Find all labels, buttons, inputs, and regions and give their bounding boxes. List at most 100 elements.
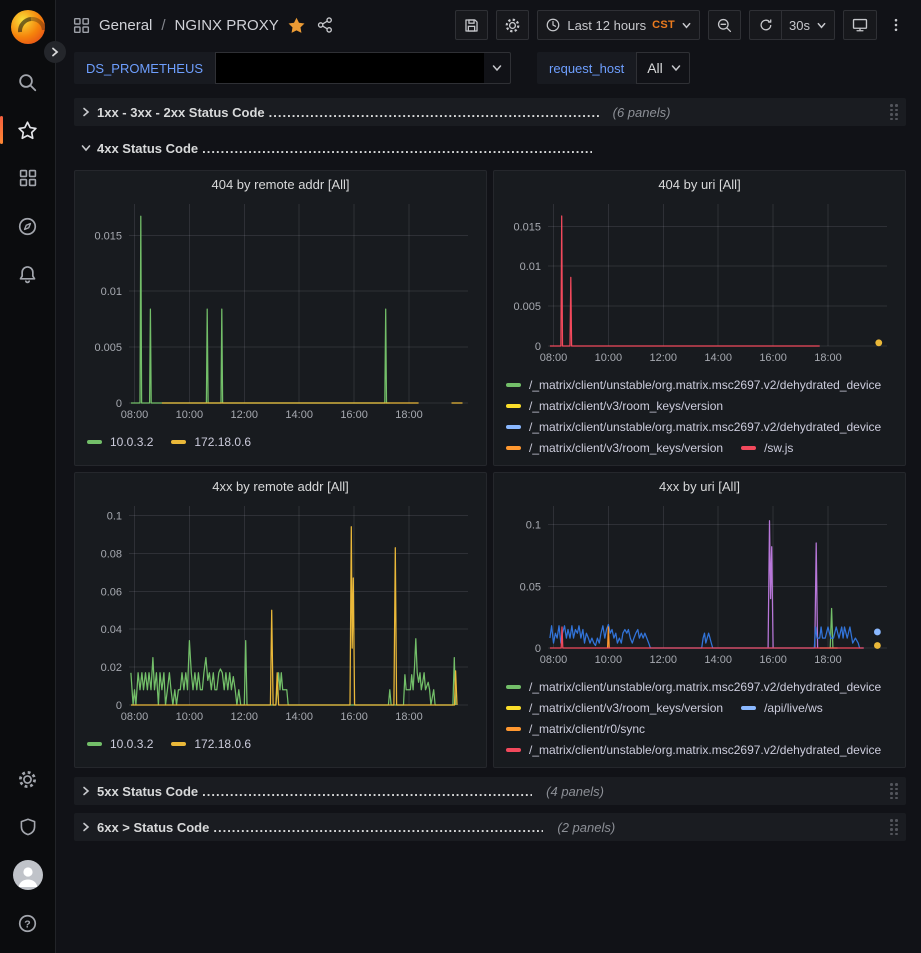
- chevron-down-icon: [491, 62, 503, 74]
- refresh-button[interactable]: [749, 10, 781, 40]
- row-6xx[interactable]: 6xx > Status Code ......................…: [74, 813, 906, 841]
- legend-item[interactable]: /_matrix/client/unstable/org.matrix.msc2…: [506, 739, 881, 760]
- breadcrumb-separator: /: [161, 17, 165, 34]
- legend-label: 10.0.3.2: [110, 737, 153, 751]
- legend-item[interactable]: /_matrix/client/v3/room_keys/version: [506, 437, 723, 458]
- sidebar-item-alerting[interactable]: [0, 250, 56, 298]
- dashboard-body: 1xx - 3xx - 2xx Status Code ............…: [56, 92, 921, 953]
- row-dots: ........................................…: [202, 784, 532, 799]
- legend-label: /_matrix/client/unstable/org.matrix.msc2…: [529, 680, 881, 694]
- svg-text:14:00: 14:00: [285, 409, 313, 421]
- sidebar-item-explore[interactable]: [0, 202, 56, 250]
- variable-datasource-label[interactable]: DS_PROMETHEUS: [74, 52, 215, 84]
- svg-text:?: ?: [24, 918, 30, 930]
- panel-title[interactable]: 4xx by uri [All]: [494, 473, 905, 500]
- legend-item[interactable]: /_matrix/client/unstable/org.matrix.msc2…: [506, 676, 881, 697]
- sidebar: ?: [0, 0, 56, 953]
- legend-item[interactable]: /_matrix/client/v3/room_keys/version: [506, 395, 723, 416]
- row-drag-handle[interactable]: [890, 783, 898, 799]
- legend-item[interactable]: 10.0.3.2: [87, 733, 153, 754]
- svg-text:16:00: 16:00: [759, 654, 787, 666]
- legend-label: /sw.js: [764, 441, 793, 455]
- legend-swatch: [171, 440, 186, 444]
- breadcrumb-section[interactable]: General: [99, 17, 152, 34]
- legend-item[interactable]: 10.0.3.2: [87, 431, 153, 452]
- chevron-down-icon: [670, 62, 682, 74]
- legend-item[interactable]: 172.18.0.6: [171, 733, 251, 754]
- sidebar-item-profile[interactable]: [0, 851, 56, 899]
- sidebar-item-search[interactable]: [0, 58, 56, 106]
- legend-swatch: [506, 383, 521, 387]
- svg-text:16:00: 16:00: [340, 711, 368, 723]
- legend-item[interactable]: /_matrix/client/v3/room_keys/version: [506, 697, 723, 718]
- sidebar-expand-button[interactable]: [44, 41, 66, 63]
- legend-label: /api/live/ws: [764, 701, 823, 715]
- svg-text:0.06: 0.06: [101, 586, 122, 598]
- legend-item[interactable]: /_matrix/client/r0/sync: [506, 718, 645, 739]
- more-options-button[interactable]: [885, 10, 907, 40]
- dashboard-settings-button[interactable]: [496, 10, 529, 40]
- row-title: 5xx Status Code: [97, 784, 198, 799]
- svg-text:0: 0: [116, 398, 122, 410]
- grafana-logo[interactable]: [11, 10, 45, 44]
- legend-item[interactable]: /_matrix/client/unstable/org.matrix.msc2…: [506, 416, 881, 437]
- row-4xx[interactable]: 4xx Status Code ........................…: [74, 134, 906, 162]
- timeseries-chart[interactable]: 08:0010:0012:0014:0016:0018:0000.0050.01…: [502, 198, 899, 371]
- svg-text:10:00: 10:00: [176, 409, 204, 421]
- panel-title[interactable]: 404 by remote addr [All]: [75, 171, 486, 198]
- timeseries-chart[interactable]: 08:0010:0012:0014:0016:0018:0000.050.1: [502, 500, 899, 673]
- panel-legend: 10.0.3.2 172.18.0.6: [87, 733, 476, 764]
- variable-datasource-select[interactable]: [215, 52, 511, 84]
- timeseries-chart[interactable]: 08:0010:0012:0014:0016:0018:0000.020.040…: [83, 500, 480, 730]
- clock-icon: [545, 17, 561, 33]
- svg-text:14:00: 14:00: [704, 352, 732, 364]
- time-range-picker[interactable]: Last 12 hours CST: [537, 10, 700, 40]
- timezone-label: CST: [652, 19, 675, 31]
- save-dashboard-button[interactable]: [455, 10, 488, 40]
- row-5xx[interactable]: 5xx Status Code ........................…: [74, 777, 906, 805]
- legend-label: 10.0.3.2: [110, 435, 153, 449]
- row-drag-handle[interactable]: [890, 104, 898, 120]
- svg-text:0.015: 0.015: [513, 221, 541, 233]
- sidebar-item-server-admin[interactable]: [0, 803, 56, 851]
- sidebar-item-dashboards[interactable]: [0, 154, 56, 202]
- row-panel-count: (2 panels): [557, 820, 615, 835]
- legend-label: 172.18.0.6: [194, 737, 251, 751]
- svg-text:16:00: 16:00: [759, 352, 787, 364]
- row-1xx-3xx-2xx[interactable]: 1xx - 3xx - 2xx Status Code ............…: [74, 98, 906, 126]
- legend-item[interactable]: /sw.js: [741, 437, 793, 458]
- row-title: 1xx - 3xx - 2xx Status Code: [97, 105, 265, 120]
- panel-legend: /_matrix/client/unstable/org.matrix.msc2…: [506, 676, 895, 764]
- panel-title[interactable]: 4xx by remote addr [All]: [75, 473, 486, 500]
- variable-request-host-label[interactable]: request_host: [537, 52, 636, 84]
- row-drag-handle[interactable]: [890, 819, 898, 835]
- chevron-down-icon: [681, 20, 692, 31]
- shield-icon: [18, 817, 38, 837]
- refresh-interval-button[interactable]: 30s: [781, 10, 835, 40]
- zoom-out-button[interactable]: [708, 10, 741, 40]
- legend-swatch: [741, 706, 756, 710]
- svg-text:12:00: 12:00: [231, 409, 259, 421]
- chevron-down-icon: [79, 141, 93, 155]
- legend-item[interactable]: /_matrix/client/unstable/org.matrix.msc2…: [506, 374, 881, 395]
- legend-swatch: [741, 446, 756, 450]
- share-icon[interactable]: [316, 16, 334, 34]
- timeseries-chart[interactable]: 08:0010:0012:0014:0016:0018:0000.0050.01…: [83, 198, 480, 428]
- svg-text:0: 0: [535, 643, 541, 655]
- legend-item[interactable]: 172.18.0.6: [171, 431, 251, 452]
- svg-text:0.04: 0.04: [101, 624, 122, 636]
- svg-text:0.08: 0.08: [101, 548, 122, 560]
- legend-item[interactable]: /api/live/ws: [741, 697, 823, 718]
- variable-request-host-select[interactable]: All: [636, 52, 690, 84]
- favorite-star-icon[interactable]: [287, 16, 306, 35]
- sidebar-item-configuration[interactable]: [0, 755, 56, 803]
- dashboards-grid-icon: [18, 168, 38, 188]
- breadcrumb-title[interactable]: NGINX PROXY: [175, 17, 279, 34]
- sidebar-item-starred[interactable]: [0, 106, 56, 154]
- svg-text:0.02: 0.02: [101, 662, 122, 674]
- panel-legend: /_matrix/client/unstable/org.matrix.msc2…: [506, 374, 895, 462]
- tv-mode-button[interactable]: [843, 10, 877, 40]
- sidebar-item-help[interactable]: ?: [0, 899, 56, 947]
- panel-title[interactable]: 404 by uri [All]: [494, 171, 905, 198]
- svg-text:0.05: 0.05: [520, 581, 541, 593]
